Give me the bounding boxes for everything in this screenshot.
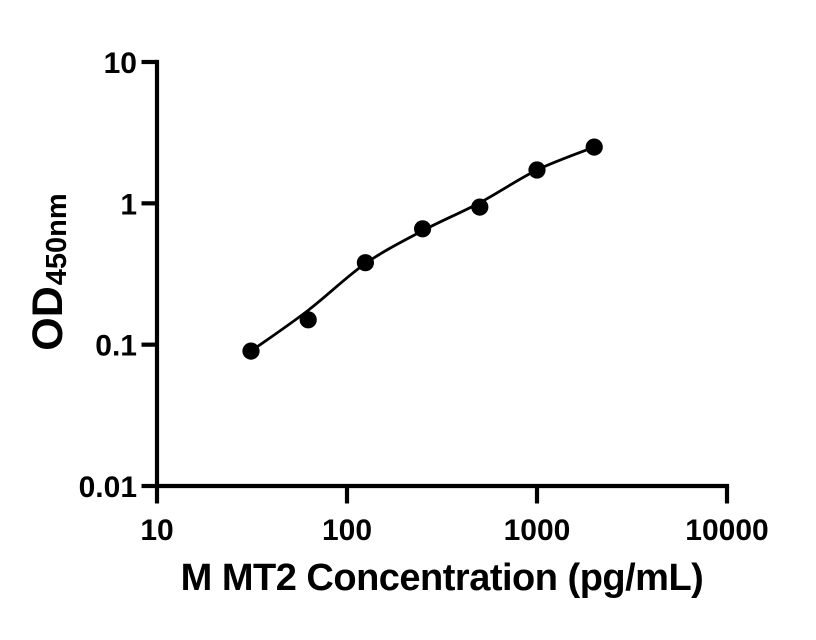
x-tick-label: 10000 bbox=[685, 514, 768, 547]
data-point bbox=[585, 138, 603, 156]
data-point bbox=[414, 220, 432, 238]
x-axis-title: M MT2 Concentration (pg/mL) bbox=[180, 557, 704, 599]
data-point bbox=[242, 342, 260, 360]
data-point bbox=[299, 311, 317, 329]
y-tick-label: 0.1 bbox=[95, 330, 137, 363]
x-tick-label: 10 bbox=[140, 514, 173, 547]
x-tick-label: 1000 bbox=[504, 514, 571, 547]
data-point bbox=[528, 161, 546, 179]
y-axis-title-main: OD bbox=[24, 286, 72, 351]
y-tick-label: 1 bbox=[120, 188, 137, 221]
x-tick-label: 100 bbox=[322, 514, 372, 547]
data-point bbox=[356, 254, 374, 272]
y-tick-label: 0.01 bbox=[79, 471, 137, 504]
y-axis-title: OD 450nm bbox=[24, 192, 73, 352]
data-point bbox=[471, 198, 489, 216]
y-axis-title-subscript: 450nm bbox=[41, 193, 73, 286]
y-tick-label: 10 bbox=[104, 47, 137, 80]
